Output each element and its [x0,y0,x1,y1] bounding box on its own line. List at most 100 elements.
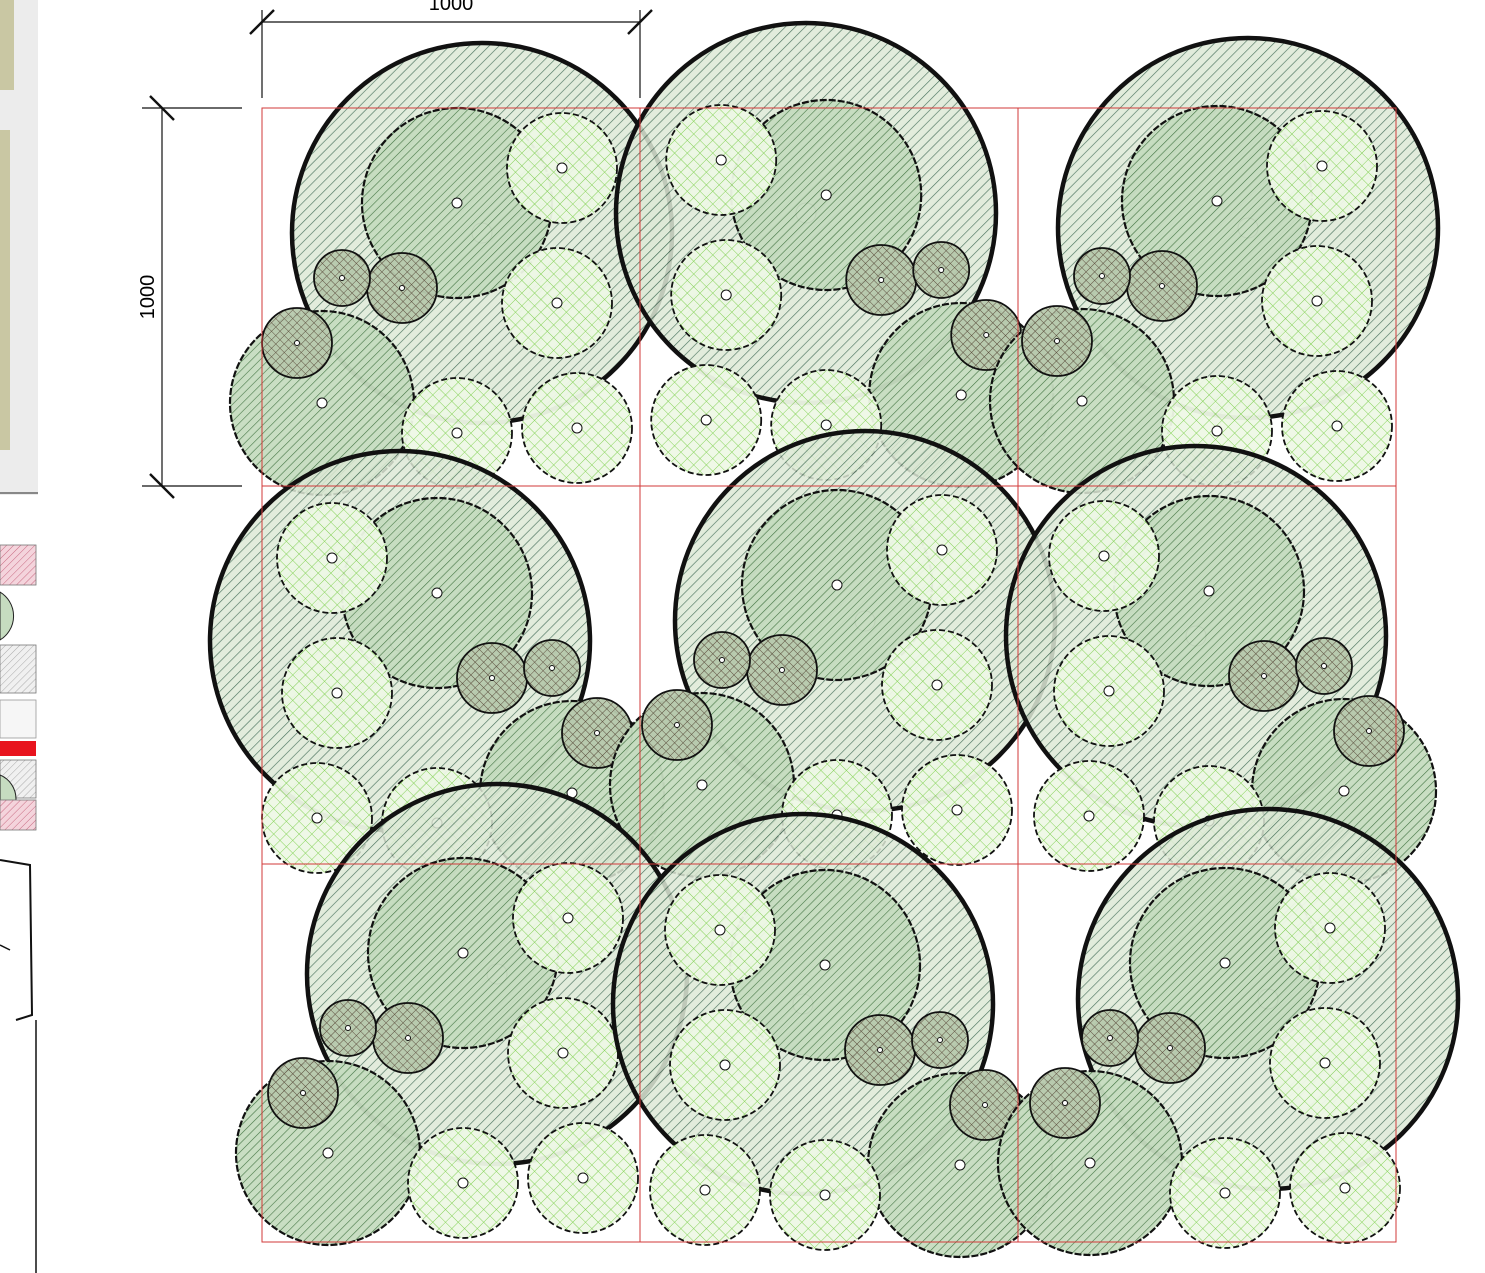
tree-trunk-marker [1366,728,1372,734]
tree-trunk-marker [877,1047,883,1053]
tree-trunk-marker [1083,810,1095,822]
tree-trunk-marker [1054,338,1060,344]
tree-trunk-marker [431,587,443,599]
strip-tick [0,944,11,951]
tree-trunk-marker [457,947,469,959]
tree-trunk-marker [700,414,712,426]
tree-trunk-marker [1311,295,1323,307]
tree-trunk-marker [937,1037,943,1043]
tree-trunk-marker [405,1035,411,1041]
tree-trunk-marker [331,687,343,699]
tree-trunk-marker [339,275,345,281]
tree-trunk-marker [931,679,943,691]
dimension-tick-left [249,9,275,35]
tree-trunk-marker [674,722,680,728]
tree-trunk-marker [551,297,563,309]
strip-olive-block-2 [0,130,10,450]
tree-canopies [207,20,1461,1259]
tree-trunk-marker [549,665,555,671]
tree-trunk-marker [451,197,463,209]
tree-trunk-marker [714,924,726,936]
tree-trunk-marker [1159,283,1165,289]
tree-trunk-marker [938,267,945,273]
tree-trunk-marker [779,667,785,673]
tree-trunk-marker [1211,195,1223,207]
tree-trunk-marker [1167,1045,1173,1051]
tree-trunk-marker [311,812,323,824]
tree-trunk-marker [1107,1035,1113,1041]
strip-olive-block [0,0,14,90]
tree-trunk-marker [1211,425,1223,437]
tree-trunk-marker [345,1025,351,1031]
left-context-strip [0,0,38,1273]
tree-trunk-marker [696,779,708,791]
tree-trunk-marker [326,552,338,564]
tree-trunk-marker [1321,663,1327,669]
dimension-label-horizontal: 1000 [429,0,474,15]
tree-trunk-marker [1338,785,1350,797]
tree-trunk-marker [489,675,495,681]
tree-trunk-marker [983,332,990,338]
dimension-tick-bottom [149,473,175,499]
tree-trunk-marker [594,730,600,736]
tree-trunk-marker [719,657,725,663]
tree-trunk-marker [577,1172,589,1184]
grid-outline [261,107,1397,1243]
tree-trunk-marker [951,804,963,816]
tree-trunk-marker [557,1047,569,1059]
tree-trunk-marker [300,1090,306,1096]
tree-trunk-marker [1103,685,1115,697]
tree-trunk-marker [1219,1187,1231,1199]
dimension-tick-right [627,9,653,35]
tree-trunk-marker [1261,673,1267,679]
strip-red-band [0,741,36,756]
tree-trunk-marker [1203,585,1215,597]
tree-trunk-marker [1076,395,1088,407]
tree-trunk-marker [316,397,328,409]
tree-trunk-marker [556,162,568,174]
strip-light-band [0,699,37,739]
vertical-dimension: 1000 [137,95,242,499]
strip-grey-band [0,644,37,694]
tree-trunk-marker [562,912,574,924]
dimension-label-vertical: 1000 [137,275,159,320]
tree-trunk-marker [399,285,405,291]
tree-trunk-marker [955,389,967,401]
dimension-tick-top [149,95,175,121]
tree-trunk-marker [819,959,831,971]
tree-trunk-marker [936,544,948,556]
tree-trunk-marker [1339,1182,1351,1194]
tree-trunk-marker [294,340,300,346]
tree-trunk-marker [954,1159,966,1171]
tree-trunk-marker [571,422,583,434]
module-grid [261,107,1397,1243]
tree-trunk-marker [820,419,832,431]
strip-outline [0,859,34,1021]
tree-trunk-marker [720,289,732,301]
tree-trunk-marker [1316,160,1328,172]
strip-pink-band-2 [0,799,37,831]
tree-trunk-marker [451,427,463,439]
tree-trunk-marker [878,277,885,283]
strip-tree-edge [0,591,15,641]
tree-trunk-marker [1319,1057,1331,1069]
tree-trunk-marker [1324,922,1336,934]
tree-trunk-marker [1099,273,1105,279]
horizontal-dimension: 1000 [249,0,653,98]
tree-trunk-marker [1084,1157,1096,1169]
tree-trunk-marker [715,154,727,166]
tree-trunk-marker [1098,550,1110,562]
tree-trunk-marker [322,1147,334,1159]
tree-trunk-marker [699,1184,711,1196]
tree-trunk-marker [1219,957,1231,969]
tree-trunk-marker [982,1102,988,1108]
tree-trunk-marker [820,189,832,201]
tree-trunk-marker [719,1059,731,1071]
tree-trunk-marker [1062,1100,1068,1106]
strip-pink-band [0,544,37,586]
tree-trunk-marker [831,579,843,591]
tree-trunk-marker [457,1177,469,1189]
tree-trunk-marker [1331,420,1343,432]
tree-trunk-marker [819,1189,831,1201]
